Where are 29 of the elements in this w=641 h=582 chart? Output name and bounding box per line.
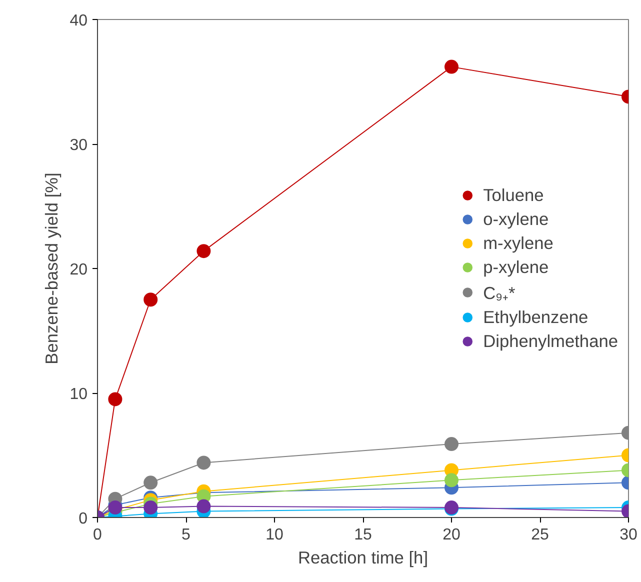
legend-label: Toluene <box>483 184 544 206</box>
x-tick-label: 30 <box>620 526 638 544</box>
y-tick-label: 30 <box>70 137 88 154</box>
legend-label: p-xylene <box>483 256 549 278</box>
point <box>196 456 211 470</box>
legend-label: m-xylene <box>483 232 554 254</box>
y-tick-label: 20 <box>70 262 88 278</box>
y-tick-label: 10 <box>70 386 88 403</box>
y-axis-title: Benzene-based yield [%] <box>42 172 62 364</box>
x-tick-label: 0 <box>93 526 102 544</box>
legend-label: o-xylene <box>483 208 549 230</box>
x-tick-label: 15 <box>354 526 372 544</box>
x-tick-label: 25 <box>531 526 549 544</box>
legend-label: Ethylbenzene <box>483 306 588 328</box>
point <box>144 500 158 515</box>
point <box>196 499 211 514</box>
x-tick-label: 20 <box>442 526 460 544</box>
x-axis-title: Reaction time [h] <box>298 548 428 568</box>
legend-label: C₉₊* <box>483 282 516 304</box>
x-tick-label: 10 <box>266 526 284 544</box>
legend-label: Diphenylmethane <box>483 330 618 352</box>
point <box>196 244 211 258</box>
y-tick-label: 40 <box>70 12 88 30</box>
point <box>108 392 122 406</box>
y-tick-label: 0 <box>78 510 88 528</box>
point <box>144 292 158 307</box>
point <box>108 500 122 515</box>
point <box>144 476 158 490</box>
x-tick-label: 5 <box>182 526 191 544</box>
